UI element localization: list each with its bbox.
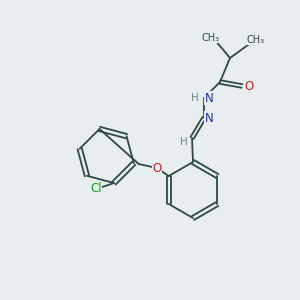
Text: N: N <box>205 92 213 104</box>
Text: Cl: Cl <box>90 182 102 194</box>
Text: O: O <box>152 161 161 175</box>
Text: H: H <box>180 137 188 147</box>
Text: CH₃: CH₃ <box>247 35 265 45</box>
Text: N: N <box>205 112 213 124</box>
Text: H: H <box>191 93 199 103</box>
Text: O: O <box>244 80 253 92</box>
Text: CH₃: CH₃ <box>202 33 220 43</box>
